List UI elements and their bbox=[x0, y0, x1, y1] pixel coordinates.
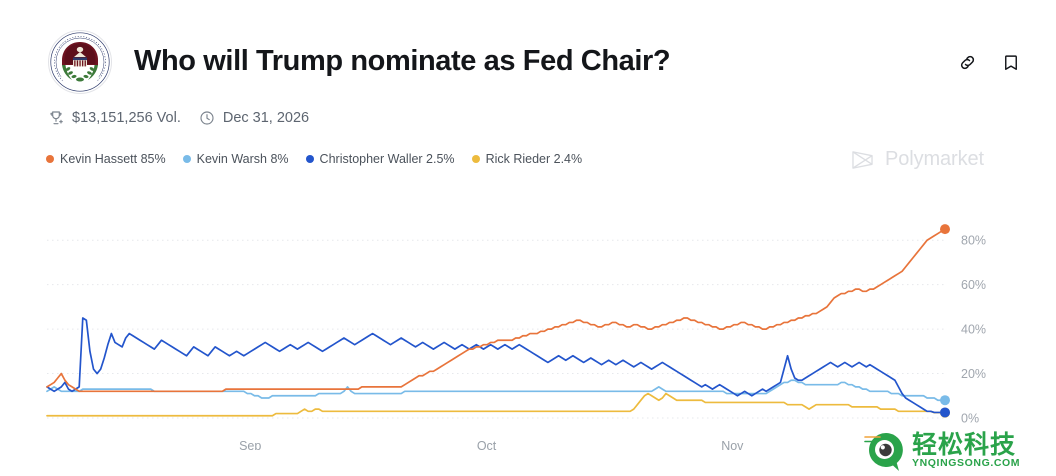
date-group: Dec 31, 2026 bbox=[199, 110, 309, 126]
chart-svg: 0% 20% 40% 60% 80% Sep Oct Nov bbox=[46, 224, 986, 450]
legend-item-0[interactable]: Kevin Hassett 85% bbox=[46, 152, 166, 166]
polymarket-wordmark: Polymarket bbox=[884, 148, 984, 170]
series-line-0 bbox=[46, 228, 946, 393]
x-axis-label: Oct bbox=[477, 439, 497, 450]
header-actions bbox=[956, 51, 1028, 73]
series-line-2 bbox=[46, 317, 946, 414]
market-header: Who will Trump nominate as Fed Chair? bbox=[48, 30, 1028, 94]
trophy-add-icon bbox=[48, 110, 72, 126]
polymarket-logo-icon bbox=[851, 150, 885, 170]
copy-link-button[interactable] bbox=[956, 51, 978, 73]
watermark-en: YNQINGSONG.COM bbox=[912, 457, 1021, 470]
legend-color-dot bbox=[182, 155, 191, 163]
site-watermark-overlay: 轻松科技 YNQINGSONG.COM bbox=[860, 426, 1056, 476]
legend-item-1[interactable]: Kevin Warsh 8% bbox=[182, 152, 289, 166]
polymarket-watermark: Polymarket bbox=[851, 148, 984, 171]
y-axis-label: 80% bbox=[961, 234, 986, 248]
page-title: Who will Trump nominate as Fed Chair? bbox=[134, 45, 671, 78]
ynqingsong-logo-icon bbox=[864, 429, 908, 473]
legend-color-dot bbox=[305, 155, 314, 163]
series-endpoint-dot-0 bbox=[940, 224, 950, 235]
series-line-3 bbox=[46, 392, 946, 417]
y-axis-label: 60% bbox=[961, 278, 986, 292]
clock-icon bbox=[199, 110, 223, 126]
legend-label: Kevin Hassett 85% bbox=[60, 152, 166, 166]
series-endpoint-dot-2 bbox=[940, 407, 950, 418]
y-axis-label: 20% bbox=[961, 367, 986, 381]
federal-reserve-seal-icon bbox=[48, 30, 112, 94]
legend-item-3[interactable]: Rick Rieder 2.4% bbox=[471, 152, 583, 166]
legend-item-2[interactable]: Christopher Waller 2.5% bbox=[305, 152, 455, 166]
legend-label: Christopher Waller 2.5% bbox=[319, 152, 455, 166]
series-endpoint-dot-1 bbox=[940, 395, 950, 406]
end-date-value: Dec 31, 2026 bbox=[222, 110, 310, 126]
x-axis-label: Sep bbox=[239, 439, 261, 450]
chart-legend: Kevin Hassett 85% Kevin Warsh 8% Christoph… bbox=[46, 152, 599, 166]
volume-value: $13,151,256 Vol. bbox=[72, 110, 181, 126]
bookmark-button[interactable] bbox=[1000, 51, 1022, 73]
legend-color-dot bbox=[471, 155, 480, 163]
market-meta: $13,151,256 Vol. Dec 31, 2026 bbox=[48, 110, 309, 126]
volume-group: $13,151,256 Vol. bbox=[48, 110, 181, 126]
x-axis-label: Nov bbox=[721, 439, 744, 450]
watermark-cn: 轻松科技 bbox=[912, 431, 1017, 460]
watermark-text: 轻松科技 YNQINGSONG.COM bbox=[912, 432, 1020, 470]
y-axis-label: 0% bbox=[961, 412, 979, 426]
legend-label: Rick Rieder 2.4% bbox=[485, 152, 583, 166]
legend-color-dot bbox=[46, 155, 54, 163]
series-line-1 bbox=[46, 379, 946, 402]
price-history-chart[interactable]: 0% 20% 40% 60% 80% Sep Oct Nov bbox=[0, 200, 1056, 450]
y-axis-label: 40% bbox=[961, 323, 986, 337]
legend-label: Kevin Warsh 8% bbox=[196, 152, 289, 166]
